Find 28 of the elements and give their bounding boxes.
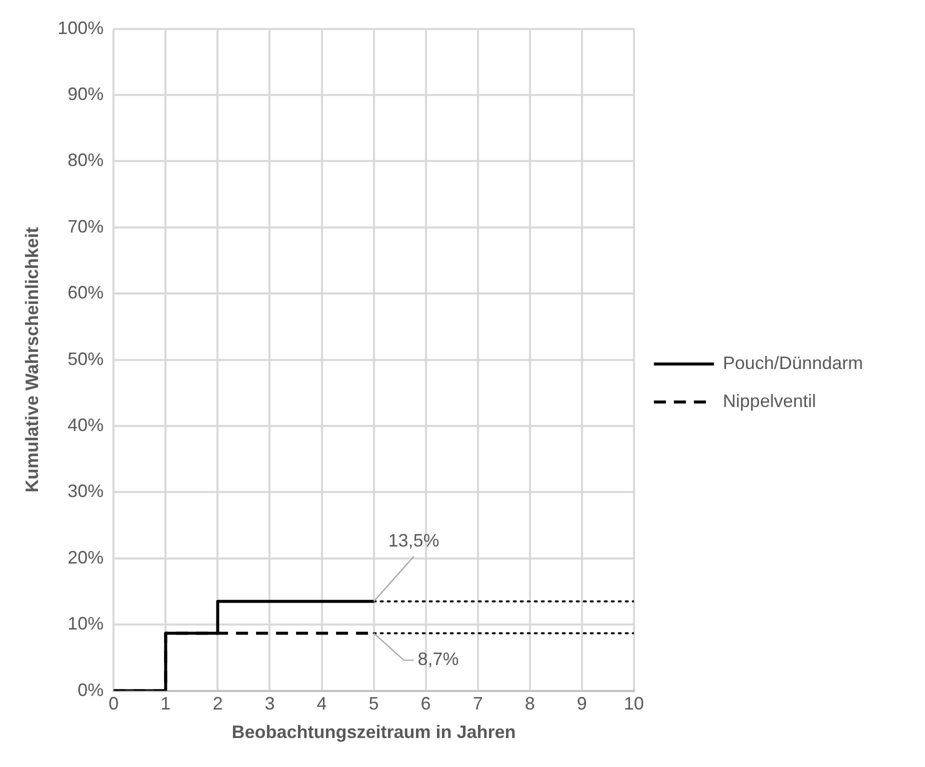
x-tick-label: 2 (212, 694, 223, 714)
y-tick-label: 70% (68, 216, 104, 236)
y-tick-label: 0% (78, 680, 104, 700)
y-tick-label: 50% (68, 348, 104, 369)
x-tick-label: 8 (524, 694, 535, 714)
x-tick-label: 6 (420, 694, 431, 714)
x-tick-label: 4 (316, 694, 327, 714)
y-tick-label: 10% (68, 614, 104, 634)
y-tick-label: 90% (68, 84, 104, 104)
x-tick-label: 9 (576, 694, 587, 714)
legend-label: Pouch/Dünndarm (722, 352, 864, 373)
legend-label: Nippelventil (722, 390, 816, 411)
x-tick-label: 0 (108, 694, 119, 714)
y-tick-label: 60% (68, 282, 104, 303)
x-tick-label: 1 (160, 694, 171, 714)
y-tick-label: 30% (68, 481, 104, 502)
annotation: 13,5% (388, 530, 440, 550)
x-tick-label: 7 (472, 694, 483, 714)
x-tick-label: 5 (368, 694, 379, 714)
x-tick-label: 10 (624, 694, 644, 714)
x-axis-title: Beobachtungszeitraum in Jahren (232, 722, 516, 742)
y-tick-label: 80% (68, 150, 104, 170)
x-tick-label: 3 (264, 694, 275, 714)
annotation: 8,7% (418, 649, 459, 670)
y-axis-title: Kumulative Wahrscheinlichkeit (22, 227, 42, 493)
y-tick-label: 40% (68, 414, 104, 435)
y-tick-label: 20% (68, 547, 104, 568)
y-tick-label: 100% (58, 18, 104, 38)
